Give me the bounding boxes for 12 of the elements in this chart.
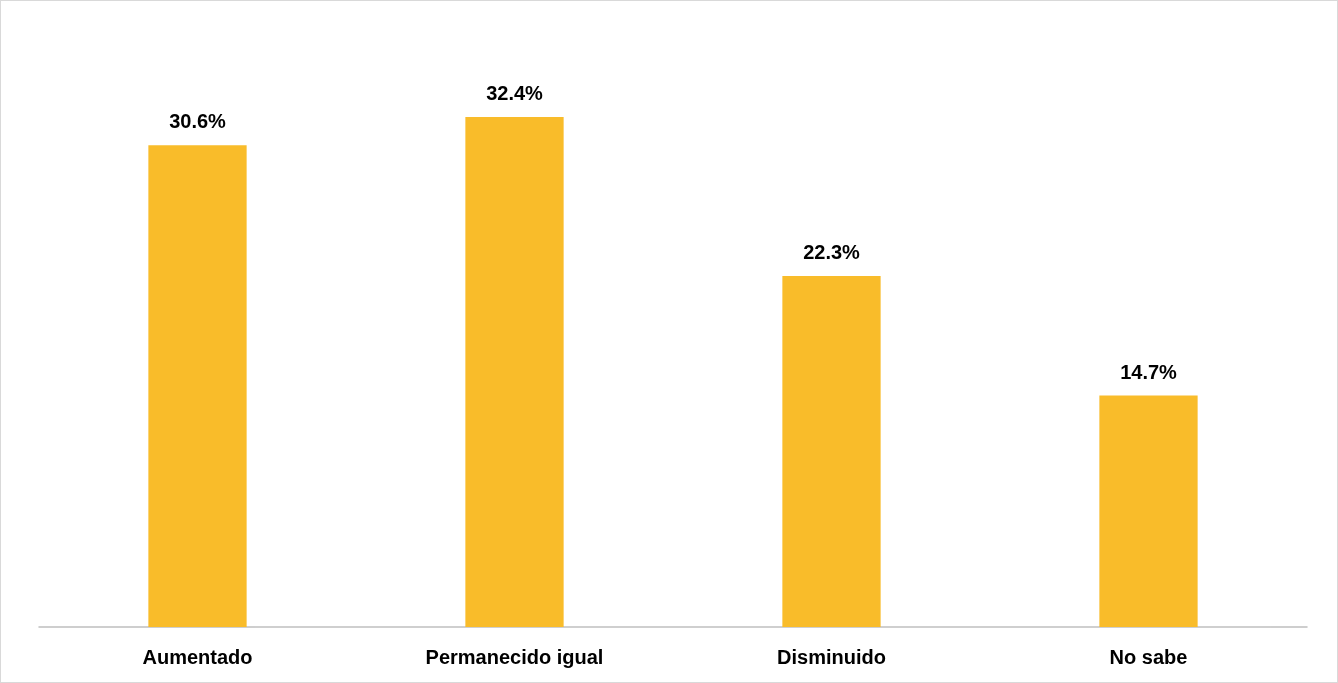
bar xyxy=(148,145,247,627)
data-label: 22.3% xyxy=(803,240,861,263)
data-label: 32.4% xyxy=(486,81,544,104)
bar xyxy=(465,116,564,627)
x-tick-label: No sabe xyxy=(1109,646,1188,668)
bar xyxy=(782,275,881,627)
x-tick-label: Permanecido igual xyxy=(425,646,604,668)
data-label: 30.6% xyxy=(169,110,227,133)
x-tick-label: Disminuido xyxy=(777,646,886,668)
bar xyxy=(1099,395,1198,627)
data-label: 14.7% xyxy=(1120,360,1178,383)
x-tick-label: Aumentado xyxy=(142,646,253,668)
